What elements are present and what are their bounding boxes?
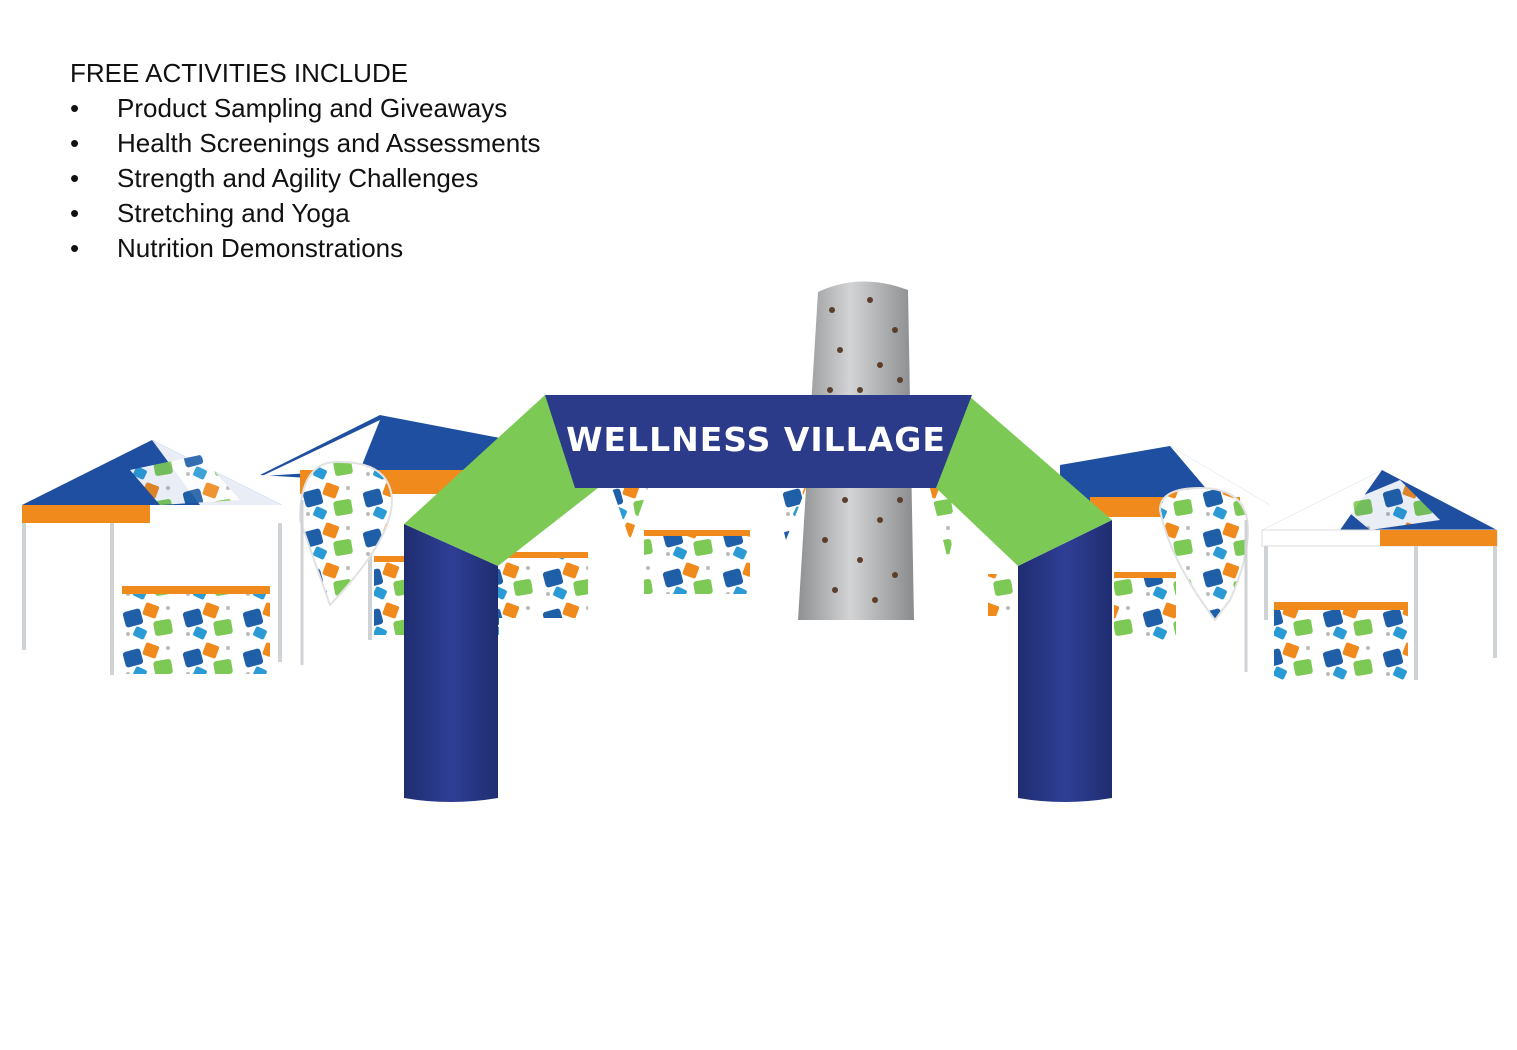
activity-item: • Nutrition Demonstrations — [70, 231, 540, 266]
teardrop-flag-left — [298, 460, 394, 665]
bullet-icon: • — [70, 198, 80, 228]
activities-items: • Product Sampling and Giveaways • Health … — [70, 91, 540, 266]
bullet-icon: • — [70, 93, 80, 123]
activities-heading: FREE ACTIVITIES INCLUDE — [70, 58, 409, 88]
activity-item: • Health Screenings and Assessments — [70, 126, 540, 161]
inflatable-arch: WELLNESS VILLAGE — [404, 395, 1112, 802]
activity-label: Strength and Agility Challenges — [117, 163, 479, 193]
activity-item: • Product Sampling and Giveaways — [70, 91, 540, 126]
tent-left — [22, 440, 282, 675]
table-left — [122, 586, 270, 674]
arch-title: WELLNESS VILLAGE — [566, 420, 946, 459]
activity-item: • Strength and Agility Challenges — [70, 161, 540, 196]
activity-label: Health Screenings and Assessments — [117, 128, 541, 158]
bullet-icon: • — [70, 128, 80, 158]
activity-label: Product Sampling and Giveaways — [117, 93, 508, 123]
activity-label: Nutrition Demonstrations — [117, 233, 404, 263]
bullet-icon: • — [70, 163, 80, 193]
tent-right — [1261, 470, 1498, 680]
table-right — [1274, 602, 1408, 682]
activities-list: FREE ACTIVITIES INCLUDE • Product Samplin… — [70, 56, 540, 266]
activity-item: • Stretching and Yoga — [70, 196, 540, 231]
table-back-center — [644, 530, 750, 594]
activity-label: Stretching and Yoga — [117, 198, 350, 228]
bullet-icon: • — [70, 233, 80, 263]
teardrop-flag-right — [1158, 486, 1250, 672]
table-back-left — [496, 552, 588, 618]
